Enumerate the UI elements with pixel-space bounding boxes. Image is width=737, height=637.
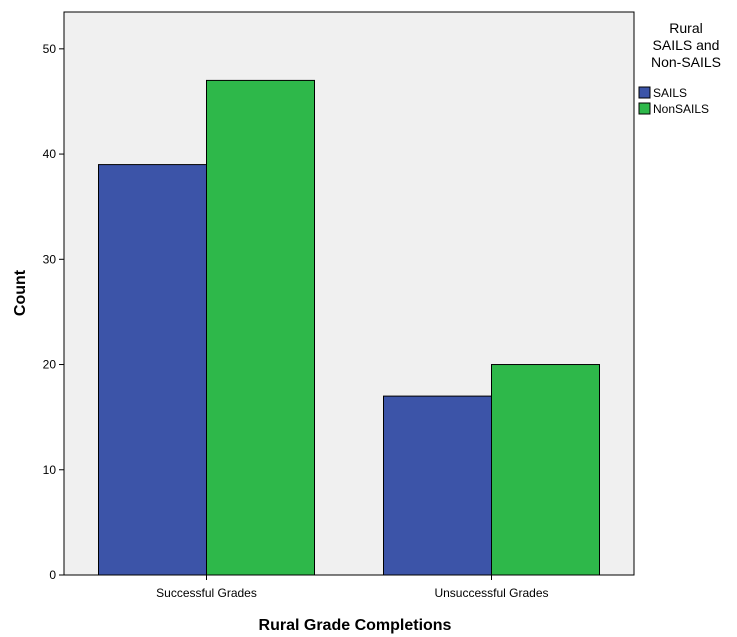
y-tick-label: 40 xyxy=(43,147,57,161)
legend-label-nonsails: NonSAILS xyxy=(653,102,709,116)
y-tick-label: 50 xyxy=(43,42,57,56)
legend-title-line: SAILS and xyxy=(653,37,720,53)
bar-sails-0 xyxy=(98,164,207,576)
y-axis-title: Count xyxy=(12,269,29,316)
x-tick-label: Successful Grades xyxy=(156,586,257,600)
bars-group xyxy=(98,79,600,576)
legend-swatch-nonsails xyxy=(638,102,651,115)
bar-sails-1 xyxy=(383,395,492,576)
legend-swatch-sails xyxy=(638,86,651,99)
x-tick-label: Unsuccessful Grades xyxy=(434,586,548,600)
legend-label-sails: SAILS xyxy=(653,86,687,100)
x-axis-title: Rural Grade Completions xyxy=(259,617,452,634)
x-axis: Successful Grades Unsuccessful Grades xyxy=(156,575,549,600)
y-tick-label: 30 xyxy=(43,252,57,266)
y-tick-label: 0 xyxy=(49,568,56,582)
y-axis: 0 10 20 30 40 50 xyxy=(43,42,64,582)
bar-nonsails-1 xyxy=(491,364,600,576)
y-tick-label: 20 xyxy=(43,358,57,372)
legend-title-line: Non-SAILS xyxy=(651,54,721,70)
y-tick-label: 10 xyxy=(43,463,57,477)
bar-nonsails-0 xyxy=(206,79,315,576)
legend-title-line: Rural xyxy=(669,20,702,36)
